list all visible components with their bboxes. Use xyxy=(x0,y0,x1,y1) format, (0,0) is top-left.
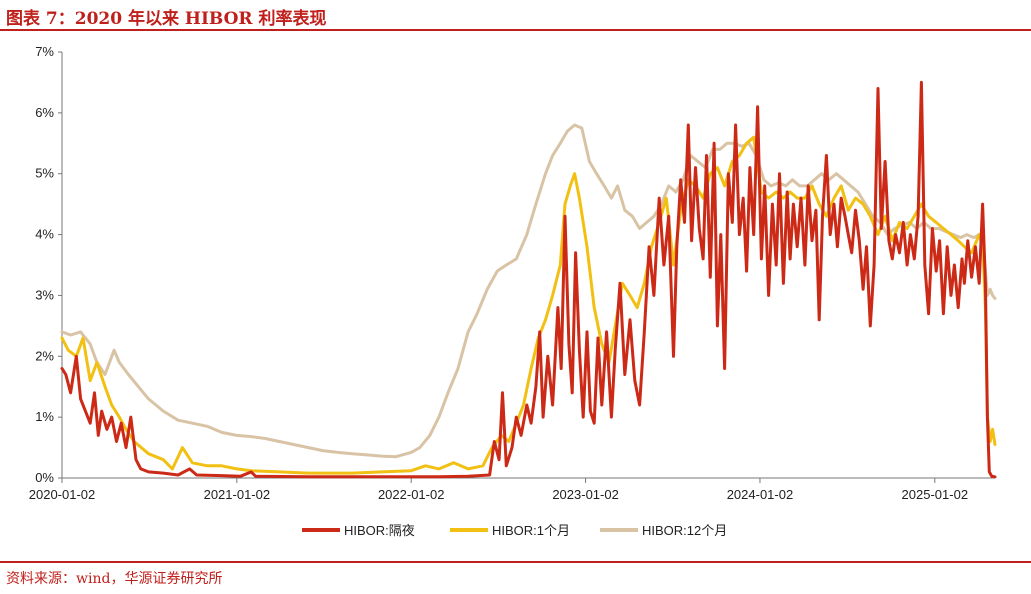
line-chart: 0% 1% 2% 3% 4% 5% 6% 7% 2020-01-02 2021-01-02 2022… xyxy=(29,44,997,538)
title-rule xyxy=(0,29,1031,31)
legend-label: HIBOR:隔夜 xyxy=(344,523,415,538)
y-tick-label: 7% xyxy=(35,44,54,59)
footer-rule xyxy=(0,561,1031,563)
y-tick-label: 4% xyxy=(35,227,54,242)
x-tick-label: 2020-01-02 xyxy=(29,487,96,502)
source-note: 资料来源：wind，华源证券研究所 xyxy=(6,571,223,587)
y-tick-label: 3% xyxy=(35,287,54,302)
x-tick-label: 2024-01-02 xyxy=(727,487,794,502)
x-tick-label: 2025-01-02 xyxy=(902,487,969,502)
legend-label: HIBOR:1个月 xyxy=(492,523,570,538)
y-tick-label: 6% xyxy=(35,105,54,120)
y-tick-label: 2% xyxy=(35,348,54,363)
series-line-1m xyxy=(60,135,997,475)
y-tick-label: 5% xyxy=(35,166,54,181)
y-tick-label: 1% xyxy=(35,409,54,424)
legend-label: HIBOR:12个月 xyxy=(642,523,727,538)
title-bar: 图表 7：2020 年以来 HIBOR 利率表现 xyxy=(0,0,1031,31)
x-tick-label: 2021-01-02 xyxy=(204,487,271,502)
series-line-overnight xyxy=(60,80,997,479)
chart-title: 图表 7：2020 年以来 HIBOR 利率表现 xyxy=(6,9,327,29)
x-tick-label: 2023-01-02 xyxy=(552,487,619,502)
y-tick-label: 0% xyxy=(35,470,54,485)
x-tick-label: 2022-01-02 xyxy=(378,487,445,502)
